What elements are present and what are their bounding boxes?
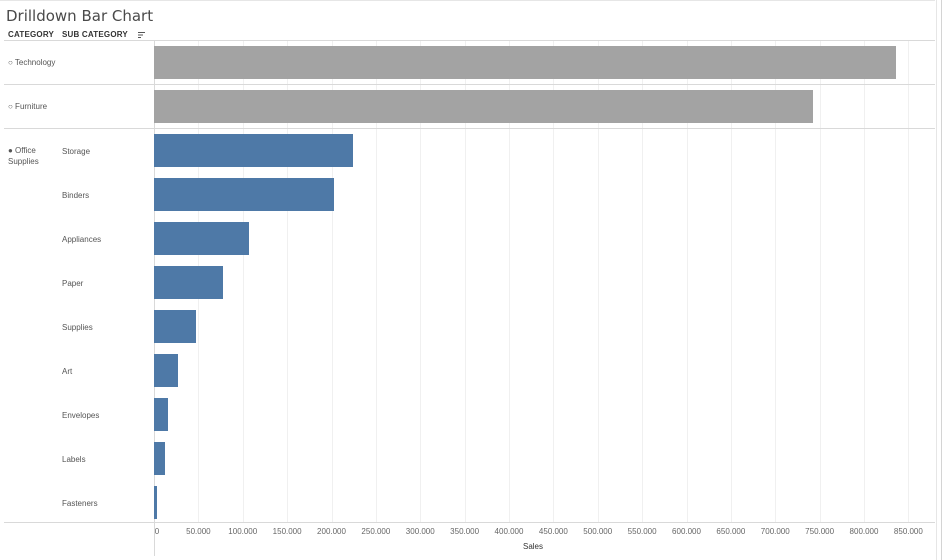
- gridline: [908, 41, 910, 522]
- gridline: [287, 41, 289, 522]
- category-label-office-supplies[interactable]: ● Office Supplies: [8, 145, 39, 167]
- x-tick-label: 500.000: [583, 527, 613, 536]
- frame-edge: [941, 0, 942, 560]
- category-label-technology[interactable]: ○ Technology: [8, 57, 55, 68]
- x-tick-label: 0: [154, 527, 160, 536]
- x-tick-label: 700.000: [760, 527, 790, 536]
- gridline: [553, 41, 555, 522]
- gridline: [730, 41, 732, 522]
- category-separator: [4, 128, 935, 129]
- category-column-header[interactable]: CATEGORY: [8, 30, 55, 39]
- category-label-text: ○ Technology: [8, 58, 56, 67]
- top-rule: [0, 0, 935, 1]
- gridline: [420, 41, 422, 522]
- x-tick-label: 750.000: [805, 527, 835, 536]
- category-label-furniture[interactable]: ○ Furniture: [8, 101, 47, 112]
- x-tick-label: 850.000: [893, 527, 923, 536]
- subcategory-bar[interactable]: [154, 310, 196, 343]
- gridline: [642, 41, 644, 522]
- subcategory-label[interactable]: Binders: [62, 191, 90, 200]
- category-label-text-line: Supplies: [8, 157, 39, 166]
- subcategory-bar[interactable]: [154, 178, 335, 211]
- gridline: [864, 41, 865, 522]
- subcategory-label[interactable]: Envelopes: [62, 411, 100, 420]
- subcategory-label[interactable]: Paper: [62, 279, 84, 288]
- sub-category-column-header[interactable]: SUB CATEGORY: [62, 30, 128, 39]
- category-bar[interactable]: [154, 46, 896, 79]
- x-tick-label: 400.000: [494, 527, 524, 536]
- x-tick-label: 350.000: [450, 527, 480, 536]
- x-tick-label: 150.000: [272, 527, 302, 536]
- subcategory-bar[interactable]: [154, 222, 249, 255]
- x-axis-line: [4, 522, 935, 523]
- gridline: [331, 41, 333, 522]
- gridline: [509, 41, 510, 522]
- gridline: [242, 41, 244, 522]
- subcategory-bar[interactable]: [154, 398, 169, 431]
- x-tick-label: 250.000: [361, 527, 391, 536]
- subcategory-bar[interactable]: [154, 486, 157, 519]
- scroll-gutter: [936, 0, 937, 560]
- subcategory-bar[interactable]: [154, 354, 178, 387]
- gridline: [686, 41, 688, 522]
- subcategory-bar[interactable]: [154, 442, 165, 475]
- gridline: [464, 41, 466, 522]
- category-label-text: ● Office: [8, 146, 36, 155]
- category-label-text: ○ Furniture: [8, 102, 48, 111]
- x-tick-label: 550.000: [627, 527, 657, 536]
- gridline: [375, 41, 377, 522]
- sort-icon[interactable]: [138, 31, 146, 39]
- category-bar[interactable]: [154, 90, 813, 123]
- x-tick-label: 300.000: [405, 527, 435, 536]
- subcategory-bar[interactable]: [154, 266, 224, 299]
- subcategory-label[interactable]: Appliances: [62, 235, 102, 244]
- x-tick-label: 800.000: [849, 527, 879, 536]
- x-tick-label: 50.000: [186, 527, 211, 536]
- x-axis-title: Sales: [522, 542, 544, 551]
- subcategory-label[interactable]: Supplies: [62, 323, 93, 332]
- subcategory-label[interactable]: Storage: [62, 147, 91, 156]
- x-tick-label: 650.000: [716, 527, 746, 536]
- subcategory-label[interactable]: Labels: [62, 455, 86, 464]
- subcategory-bar[interactable]: [154, 134, 353, 167]
- subcategory-label[interactable]: Art: [62, 367, 73, 376]
- category-separator: [4, 84, 935, 85]
- chart-title: Drilldown Bar Chart: [6, 7, 154, 25]
- gridline: [775, 41, 777, 522]
- x-tick-label: 450.000: [538, 527, 568, 536]
- gridline: [597, 41, 599, 522]
- x-tick-label: 600.000: [672, 527, 701, 536]
- gridline: [819, 41, 821, 522]
- subcategory-label[interactable]: Fasteners: [62, 499, 98, 508]
- x-tick-label: 100.000: [228, 527, 258, 536]
- header-rule: [4, 40, 935, 41]
- x-tick-label: 200.000: [317, 527, 346, 536]
